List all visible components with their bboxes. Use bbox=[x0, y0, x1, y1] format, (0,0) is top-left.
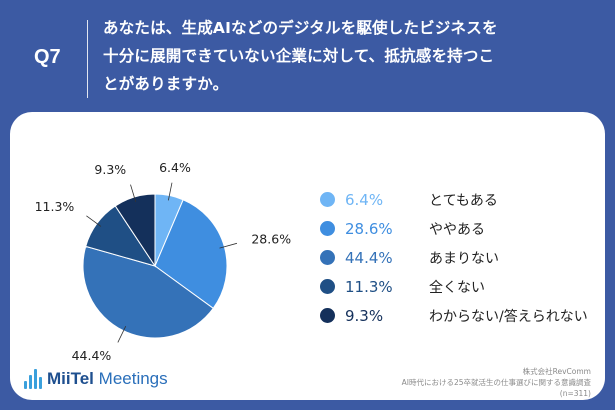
question-line: 十分に展開できていない企業に対して、抵抗感を持つこ bbox=[103, 47, 495, 65]
pie-value-label: 11.3% bbox=[35, 199, 75, 214]
source-sample: (n=311) bbox=[559, 389, 591, 398]
legend-swatch bbox=[320, 279, 335, 294]
legend: 6.4% とてもある 28.6% ややある 44.4% あまりない 11.3% 全くない 9.3… bbox=[320, 185, 600, 330]
legend-item: 11.3% 全くない bbox=[320, 272, 600, 301]
source-company: 株式会社RevComm bbox=[522, 367, 591, 376]
question-line: あなたは、生成AIなどのデジタルを駆使したビジネスを bbox=[103, 19, 498, 37]
logo-brand: MiiTel bbox=[47, 369, 94, 388]
legend-label: とてもある bbox=[429, 192, 498, 209]
legend-percent: 9.3% bbox=[345, 306, 384, 325]
pie-value-label: 6.4% bbox=[159, 160, 191, 175]
legend-percent: 11.3% bbox=[345, 277, 393, 296]
legend-item: 28.6% ややある bbox=[320, 214, 600, 243]
legend-percent: 44.4% bbox=[345, 248, 393, 267]
pie-leader-line bbox=[219, 242, 238, 249]
pie-leader-line bbox=[86, 215, 102, 227]
legend-item: 6.4% とてもある bbox=[320, 185, 600, 214]
logo-product: Meetings bbox=[98, 369, 168, 388]
chart-card: 6.4% 28.6% 44.4% 11.3% 9.3% 6.4% とてもある 28.6% やや… bbox=[10, 112, 605, 400]
pie-leader-line bbox=[167, 182, 173, 201]
pie-chart: 6.4% 28.6% 44.4% 11.3% 9.3% bbox=[35, 160, 292, 363]
legend-label: わからない/答えられない bbox=[429, 308, 588, 325]
legend-swatch bbox=[320, 250, 335, 265]
legend-swatch bbox=[320, 192, 335, 207]
header: Q7 あなたは、生成AIなどのデジタルを駆使したビジネスを 十分に展開できていな… bbox=[0, 0, 615, 112]
source-survey: AI時代における25卒就活生の仕事選びに関する意識調査 bbox=[401, 378, 591, 387]
source-note: 株式会社RevComm AI時代における25卒就活生の仕事選びに関する意識調査 … bbox=[402, 366, 591, 399]
legend-label: 全くない bbox=[429, 279, 485, 296]
legend-percent: 6.4% bbox=[345, 190, 384, 209]
pie-value-label: 28.6% bbox=[251, 231, 291, 246]
pie-leader-line bbox=[117, 326, 127, 343]
legend-swatch bbox=[320, 308, 335, 323]
question-number: Q7 bbox=[34, 46, 61, 68]
legend-item: 9.3% わからない/答えられない bbox=[320, 301, 600, 330]
legend-label: ややある bbox=[429, 221, 485, 238]
pie-value-label: 9.3% bbox=[94, 162, 126, 177]
question-text: あなたは、生成AIなどのデジタルを駆使したビジネスを 十分に展開できていない企業… bbox=[103, 14, 598, 98]
miitel-logo: MiiTel Meetings bbox=[24, 366, 168, 392]
pie-leader-line bbox=[130, 184, 137, 202]
legend-item: 44.4% あまりない bbox=[320, 243, 600, 272]
legend-swatch bbox=[320, 221, 335, 236]
pie-value-label: 44.4% bbox=[72, 348, 112, 363]
legend-percent: 28.6% bbox=[345, 219, 393, 238]
legend-label: あまりない bbox=[429, 250, 499, 267]
logo-mark-icon bbox=[24, 369, 42, 389]
header-divider bbox=[87, 20, 88, 98]
question-line: とがありますか。 bbox=[103, 75, 229, 93]
